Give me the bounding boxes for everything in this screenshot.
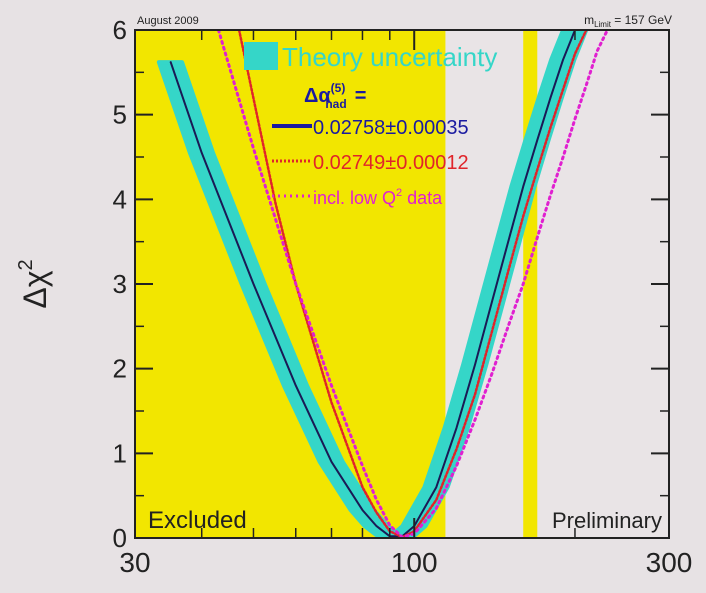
- series-line-1: [237, 30, 588, 538]
- y-tick-label-5: 5: [113, 100, 127, 130]
- preliminary-label: Preliminary: [552, 508, 662, 533]
- header-left: August 2009: [137, 15, 199, 27]
- header-right: mLimit = 157 GeV: [584, 13, 672, 29]
- y-tick-label-1: 1: [113, 438, 127, 468]
- y-tick-label-3: 3: [113, 269, 127, 299]
- legend: Theory uncertainty Δα(5) had = 0.02758±0.0…: [244, 42, 497, 208]
- y-tick-label-6: 6: [113, 15, 127, 45]
- excluded-label: Excluded: [148, 507, 247, 534]
- series-line-0: [169, 30, 576, 538]
- y-tick-label-0: 0: [113, 523, 127, 553]
- legend-band-label: Theory uncertainty: [282, 42, 497, 72]
- y-tick-label-2: 2: [113, 354, 127, 384]
- x-tick-label-1: 100: [391, 547, 438, 578]
- y-tick-label-4: 4: [113, 184, 127, 214]
- x-tick-label-0: 30: [119, 547, 150, 578]
- series-line-2: [217, 30, 609, 538]
- legend-label-blue: 0.02758±0.00035: [313, 117, 469, 139]
- legend-label-magenta: incl. low Q2 data: [313, 187, 443, 208]
- y-axis-label: Δχ2: [15, 259, 53, 308]
- x-tick-label-2: 300: [646, 547, 693, 578]
- legend-label-red: 0.02749±0.00012: [313, 152, 469, 174]
- axis-ticks: 0 1 2 3 4 5 6 30 100 300: [113, 15, 693, 578]
- legend-alpha-label: Δα(5) had =: [304, 81, 366, 111]
- series-lines: [169, 30, 609, 538]
- legend-band-swatch: [244, 42, 278, 70]
